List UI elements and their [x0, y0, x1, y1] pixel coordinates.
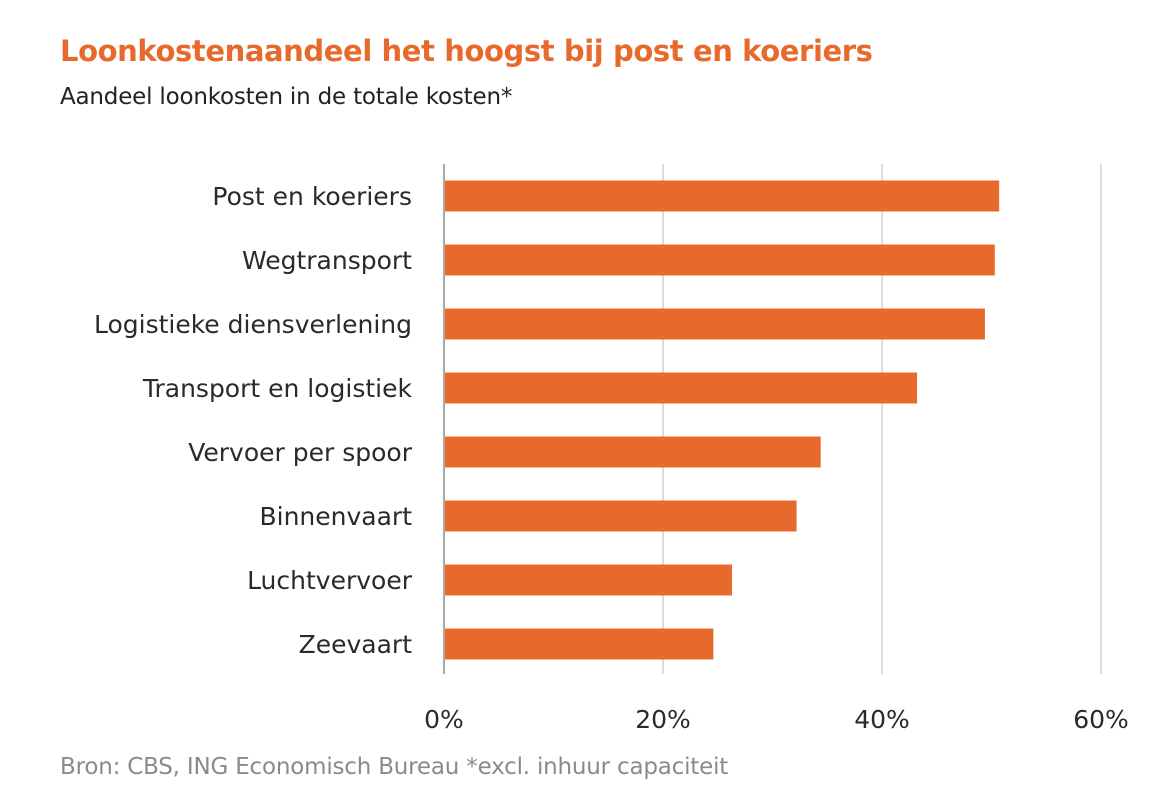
x-tick-label: 0%: [424, 705, 464, 734]
bar: [445, 564, 732, 596]
bar: [445, 372, 918, 404]
category-label: Logistieke diensverlening: [94, 310, 412, 339]
category-label: Binnenvaart: [259, 502, 412, 531]
category-label: Transport en logistiek: [142, 374, 413, 403]
source-note: Bron: CBS, ING Economisch Bureau *excl. …: [60, 754, 729, 780]
category-label: Zeevaart: [299, 630, 413, 659]
bar: [445, 244, 995, 276]
bars: [445, 180, 1000, 660]
category-label: Wegtransport: [242, 246, 412, 275]
bar: [445, 500, 797, 532]
bar: [445, 308, 985, 340]
x-tick-label: 40%: [854, 705, 910, 734]
gridlines: [443, 164, 1102, 674]
bar: [445, 180, 1000, 212]
category-label: Luchtvervoer: [247, 566, 413, 595]
bar: [445, 436, 821, 468]
x-tick-label: 60%: [1073, 705, 1129, 734]
chart-subtitle: Aandeel loonkosten in de totale kosten*: [60, 84, 513, 110]
x-tick-label: 20%: [635, 705, 691, 734]
category-label: Vervoer per spoor: [188, 438, 412, 467]
category-labels: Post en koeriers Wegtransport Logistieke d…: [94, 182, 413, 659]
bar: [445, 628, 714, 660]
category-label: Post en koeriers: [212, 182, 412, 211]
chart-title: Loonkostenaandeel het hoogst bij post en…: [60, 34, 873, 68]
x-tick-labels: 0% 20% 40% 60%: [424, 705, 1129, 734]
